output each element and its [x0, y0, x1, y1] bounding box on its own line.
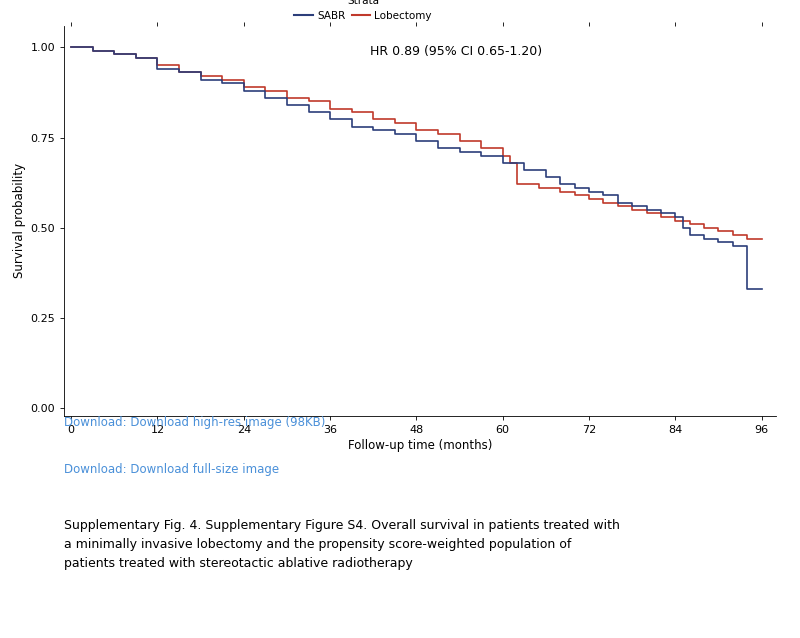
Y-axis label: Survival probability: Survival probability: [13, 163, 26, 278]
Lobectomy: [174, 69, 184, 77]
Lobectomy: [699, 235, 709, 242]
Lobectomy: [326, 115, 335, 123]
SABR: [656, 213, 666, 221]
Lobectomy: [476, 152, 486, 160]
SABR: [131, 54, 141, 62]
SABR: [110, 50, 119, 58]
SABR: [88, 47, 98, 55]
SABR: [757, 235, 766, 242]
Lobectomy: [685, 231, 694, 239]
Lobectomy: [670, 213, 680, 221]
Lobectomy: [742, 285, 752, 293]
SABR: [239, 83, 249, 91]
Lobectomy: [656, 209, 666, 217]
Line: SABR: SABR: [71, 47, 762, 239]
Text: HR 0.89 (95% CI 0.65-1.20): HR 0.89 (95% CI 0.65-1.20): [370, 45, 542, 58]
Lobectomy: [153, 65, 162, 73]
SABR: [304, 98, 314, 105]
Lobectomy: [66, 43, 76, 51]
SABR: [454, 137, 464, 145]
Lobectomy: [498, 159, 507, 167]
SABR: [153, 61, 162, 69]
SABR: [728, 231, 738, 239]
Lobectomy: [584, 188, 594, 195]
Lobectomy: [570, 184, 579, 192]
Lobectomy: [261, 94, 270, 101]
SABR: [476, 145, 486, 152]
SABR: [642, 209, 651, 217]
SABR: [347, 108, 357, 116]
SABR: [714, 228, 723, 235]
Lobectomy: [714, 239, 723, 246]
SABR: [555, 188, 565, 195]
Lobectomy: [390, 130, 400, 138]
Lobectomy: [728, 242, 738, 249]
SABR: [412, 126, 422, 134]
Lobectomy: [110, 50, 119, 58]
SABR: [742, 235, 752, 242]
SABR: [433, 130, 442, 138]
Lobectomy: [598, 191, 608, 199]
SABR: [369, 115, 378, 123]
Legend: SABR, Lobectomy: SABR, Lobectomy: [290, 0, 436, 26]
Lobectomy: [131, 54, 141, 62]
SABR: [699, 224, 709, 232]
Line: Lobectomy: Lobectomy: [71, 47, 762, 289]
SABR: [613, 202, 622, 210]
SABR: [66, 43, 76, 51]
SABR: [196, 72, 206, 80]
Lobectomy: [304, 108, 314, 116]
Lobectomy: [282, 101, 292, 109]
Lobectomy: [642, 206, 651, 214]
SABR: [282, 94, 292, 101]
Text: Download: Download high-res image (98KB): Download: Download high-res image (98KB): [64, 415, 326, 429]
X-axis label: Follow-up time (months): Follow-up time (months): [348, 439, 492, 452]
SABR: [534, 184, 543, 192]
Lobectomy: [218, 80, 227, 87]
Lobectomy: [627, 202, 637, 210]
SABR: [584, 195, 594, 203]
Text: Supplementary Fig. 4. Supplementary Figure S4. Overall survival in patients trea: Supplementary Fig. 4. Supplementary Figu…: [64, 519, 620, 570]
SABR: [598, 198, 608, 206]
Lobectomy: [196, 76, 206, 84]
SABR: [261, 87, 270, 94]
Lobectomy: [454, 148, 464, 156]
SABR: [627, 206, 637, 214]
Lobectomy: [433, 145, 442, 152]
Lobectomy: [555, 181, 565, 188]
Lobectomy: [613, 198, 622, 206]
Lobectomy: [519, 166, 529, 174]
Lobectomy: [541, 174, 550, 181]
Lobectomy: [678, 224, 687, 232]
SABR: [685, 220, 694, 228]
Lobectomy: [239, 87, 249, 94]
Lobectomy: [369, 126, 378, 134]
Lobectomy: [347, 123, 357, 131]
SABR: [505, 159, 514, 167]
SABR: [218, 76, 227, 84]
SABR: [498, 152, 507, 160]
SABR: [326, 105, 335, 112]
Lobectomy: [757, 285, 766, 293]
SABR: [512, 181, 522, 188]
SABR: [390, 119, 400, 127]
SABR: [570, 191, 579, 199]
SABR: [174, 69, 184, 77]
Text: Download: Download full-size image: Download: Download full-size image: [64, 463, 279, 476]
Lobectomy: [88, 47, 98, 55]
Lobectomy: [412, 137, 422, 145]
SABR: [670, 217, 680, 225]
